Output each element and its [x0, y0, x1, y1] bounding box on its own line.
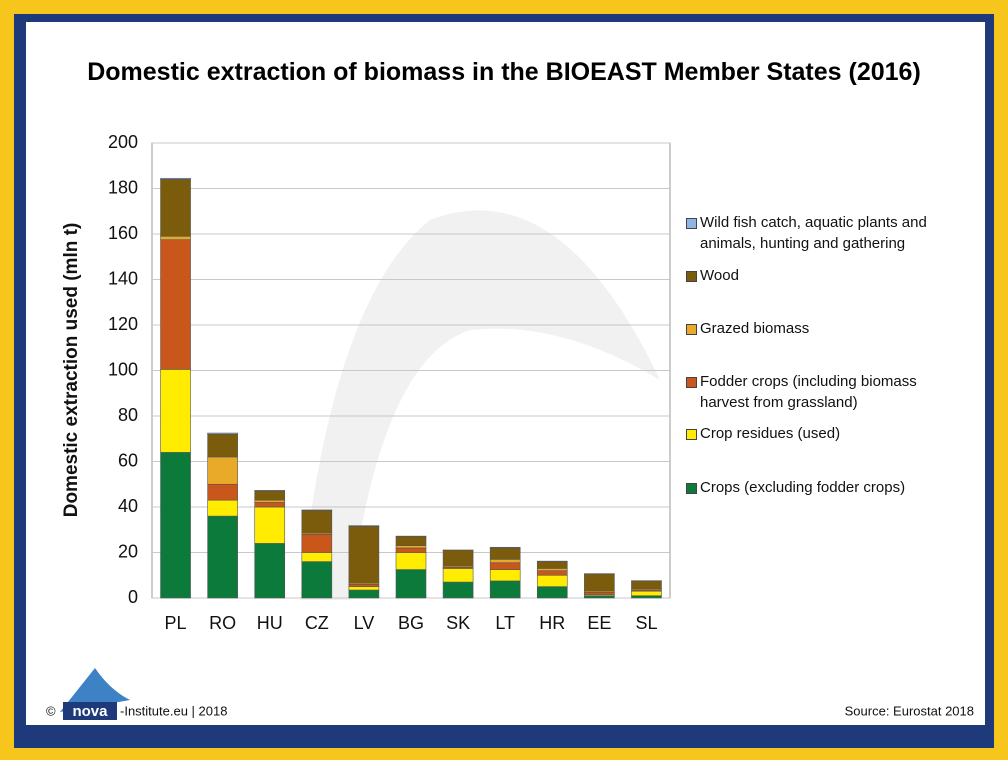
legend-label: Crop residues (used) [700, 425, 841, 442]
bar-segment [207, 456, 238, 485]
bar-segment [489, 562, 521, 570]
bar-segment [254, 502, 286, 508]
y-tick-label: 60 [118, 450, 138, 470]
chart-title: Domestic extraction of biomass in the BI… [87, 58, 921, 86]
bar-segment [301, 552, 333, 562]
bar-segment [489, 580, 521, 599]
copyright: © [46, 703, 56, 718]
bar-segment [207, 483, 238, 501]
bar-segment [160, 369, 191, 453]
bar-segment [348, 586, 380, 591]
source: Source: Eurostat 2018 [845, 703, 974, 718]
bar-segment [631, 595, 662, 599]
y-tick-label: 160 [108, 223, 138, 243]
bar-segment [207, 499, 238, 517]
bar-segment [395, 552, 427, 570]
bar-segment [207, 432, 238, 435]
bar-segment [301, 561, 333, 599]
x-tick-label: EE [587, 613, 611, 633]
bar-segment [207, 433, 238, 458]
bar-segment [348, 525, 380, 527]
x-tick-label: RO [209, 613, 236, 633]
credit: -Institute.eu | 2018 [120, 703, 227, 718]
bar-segment [631, 590, 662, 597]
legend-swatch [686, 324, 697, 335]
y-tick-label: 0 [128, 587, 138, 607]
x-tick-label: HR [539, 613, 565, 633]
legend-label: Wood [700, 267, 739, 284]
bar-segment [160, 179, 191, 237]
legend-label: Wild fish catch, aquatic plants and anim… [700, 214, 927, 252]
bar-segment [254, 506, 286, 544]
watermark [300, 210, 660, 600]
x-tick-label: HU [257, 613, 283, 633]
x-tick-label: LT [495, 613, 515, 633]
bar-segment [584, 595, 615, 599]
bar-segment [395, 545, 427, 549]
bar-segment [254, 499, 286, 503]
bar-segment [160, 177, 191, 180]
bar-segment [348, 584, 380, 587]
logo-box [63, 702, 117, 720]
y-tick-label: 200 [108, 132, 138, 152]
x-tick-label: PL [165, 613, 187, 633]
bar-segment [489, 559, 521, 564]
legend-label: Crops (excluding fodder crops) [700, 479, 906, 496]
legend-label: Fodder crops (including biomass harvest … [700, 373, 917, 411]
bar-segment [442, 549, 474, 567]
bar-segment [301, 533, 333, 553]
bar-segment [631, 580, 662, 590]
bar-segment [536, 574, 568, 587]
bar-segment [395, 547, 427, 553]
x-tick-label: LV [354, 613, 375, 633]
bar-segment [584, 573, 615, 592]
y-tick-label: 140 [108, 268, 138, 288]
bar-segment [254, 543, 286, 599]
bar-segment [536, 561, 568, 569]
legend-swatch [686, 218, 697, 229]
legend-swatch [686, 483, 697, 494]
bar-segment [489, 546, 521, 549]
bar-segment [489, 569, 521, 582]
bar-segment [536, 570, 568, 576]
bar-segment [160, 452, 191, 599]
y-tick-label: 180 [108, 177, 138, 197]
y-tick-label: 100 [108, 359, 138, 379]
bar-segment [254, 490, 286, 492]
y-tick-label: 120 [108, 314, 138, 334]
bar-segment [348, 589, 380, 599]
bar-segment [395, 536, 427, 546]
bar-segment [489, 547, 521, 560]
y-tick-label: 40 [118, 496, 138, 516]
bar-segment [395, 569, 427, 599]
bar-segment [160, 235, 191, 240]
bar-segment [301, 510, 333, 534]
bar-segment [160, 239, 191, 370]
bar-segment [584, 592, 615, 595]
bar-segment [536, 568, 568, 571]
y-tick-label: 80 [118, 405, 138, 425]
x-tick-label: CZ [305, 613, 329, 633]
legend-label: Grazed biomass [700, 320, 810, 337]
x-tick-label: BG [398, 613, 424, 633]
legend-swatch [686, 377, 697, 388]
x-tick-label: SK [446, 613, 470, 633]
legend-swatch [686, 429, 697, 440]
y-tick-label: 20 [118, 541, 138, 561]
bar-segment [442, 581, 474, 599]
bar-segment [207, 515, 238, 599]
logo-text: nova [72, 703, 108, 720]
legend-swatch [686, 271, 697, 282]
bar-segment [442, 568, 474, 583]
bar-segment [536, 586, 568, 599]
x-tick-label: SL [635, 613, 657, 633]
bar-segment [254, 490, 286, 501]
bar-segment [348, 526, 380, 584]
y-axis-title: Domestic extraction used (mln t) [61, 223, 82, 518]
logo-shape [60, 668, 130, 712]
